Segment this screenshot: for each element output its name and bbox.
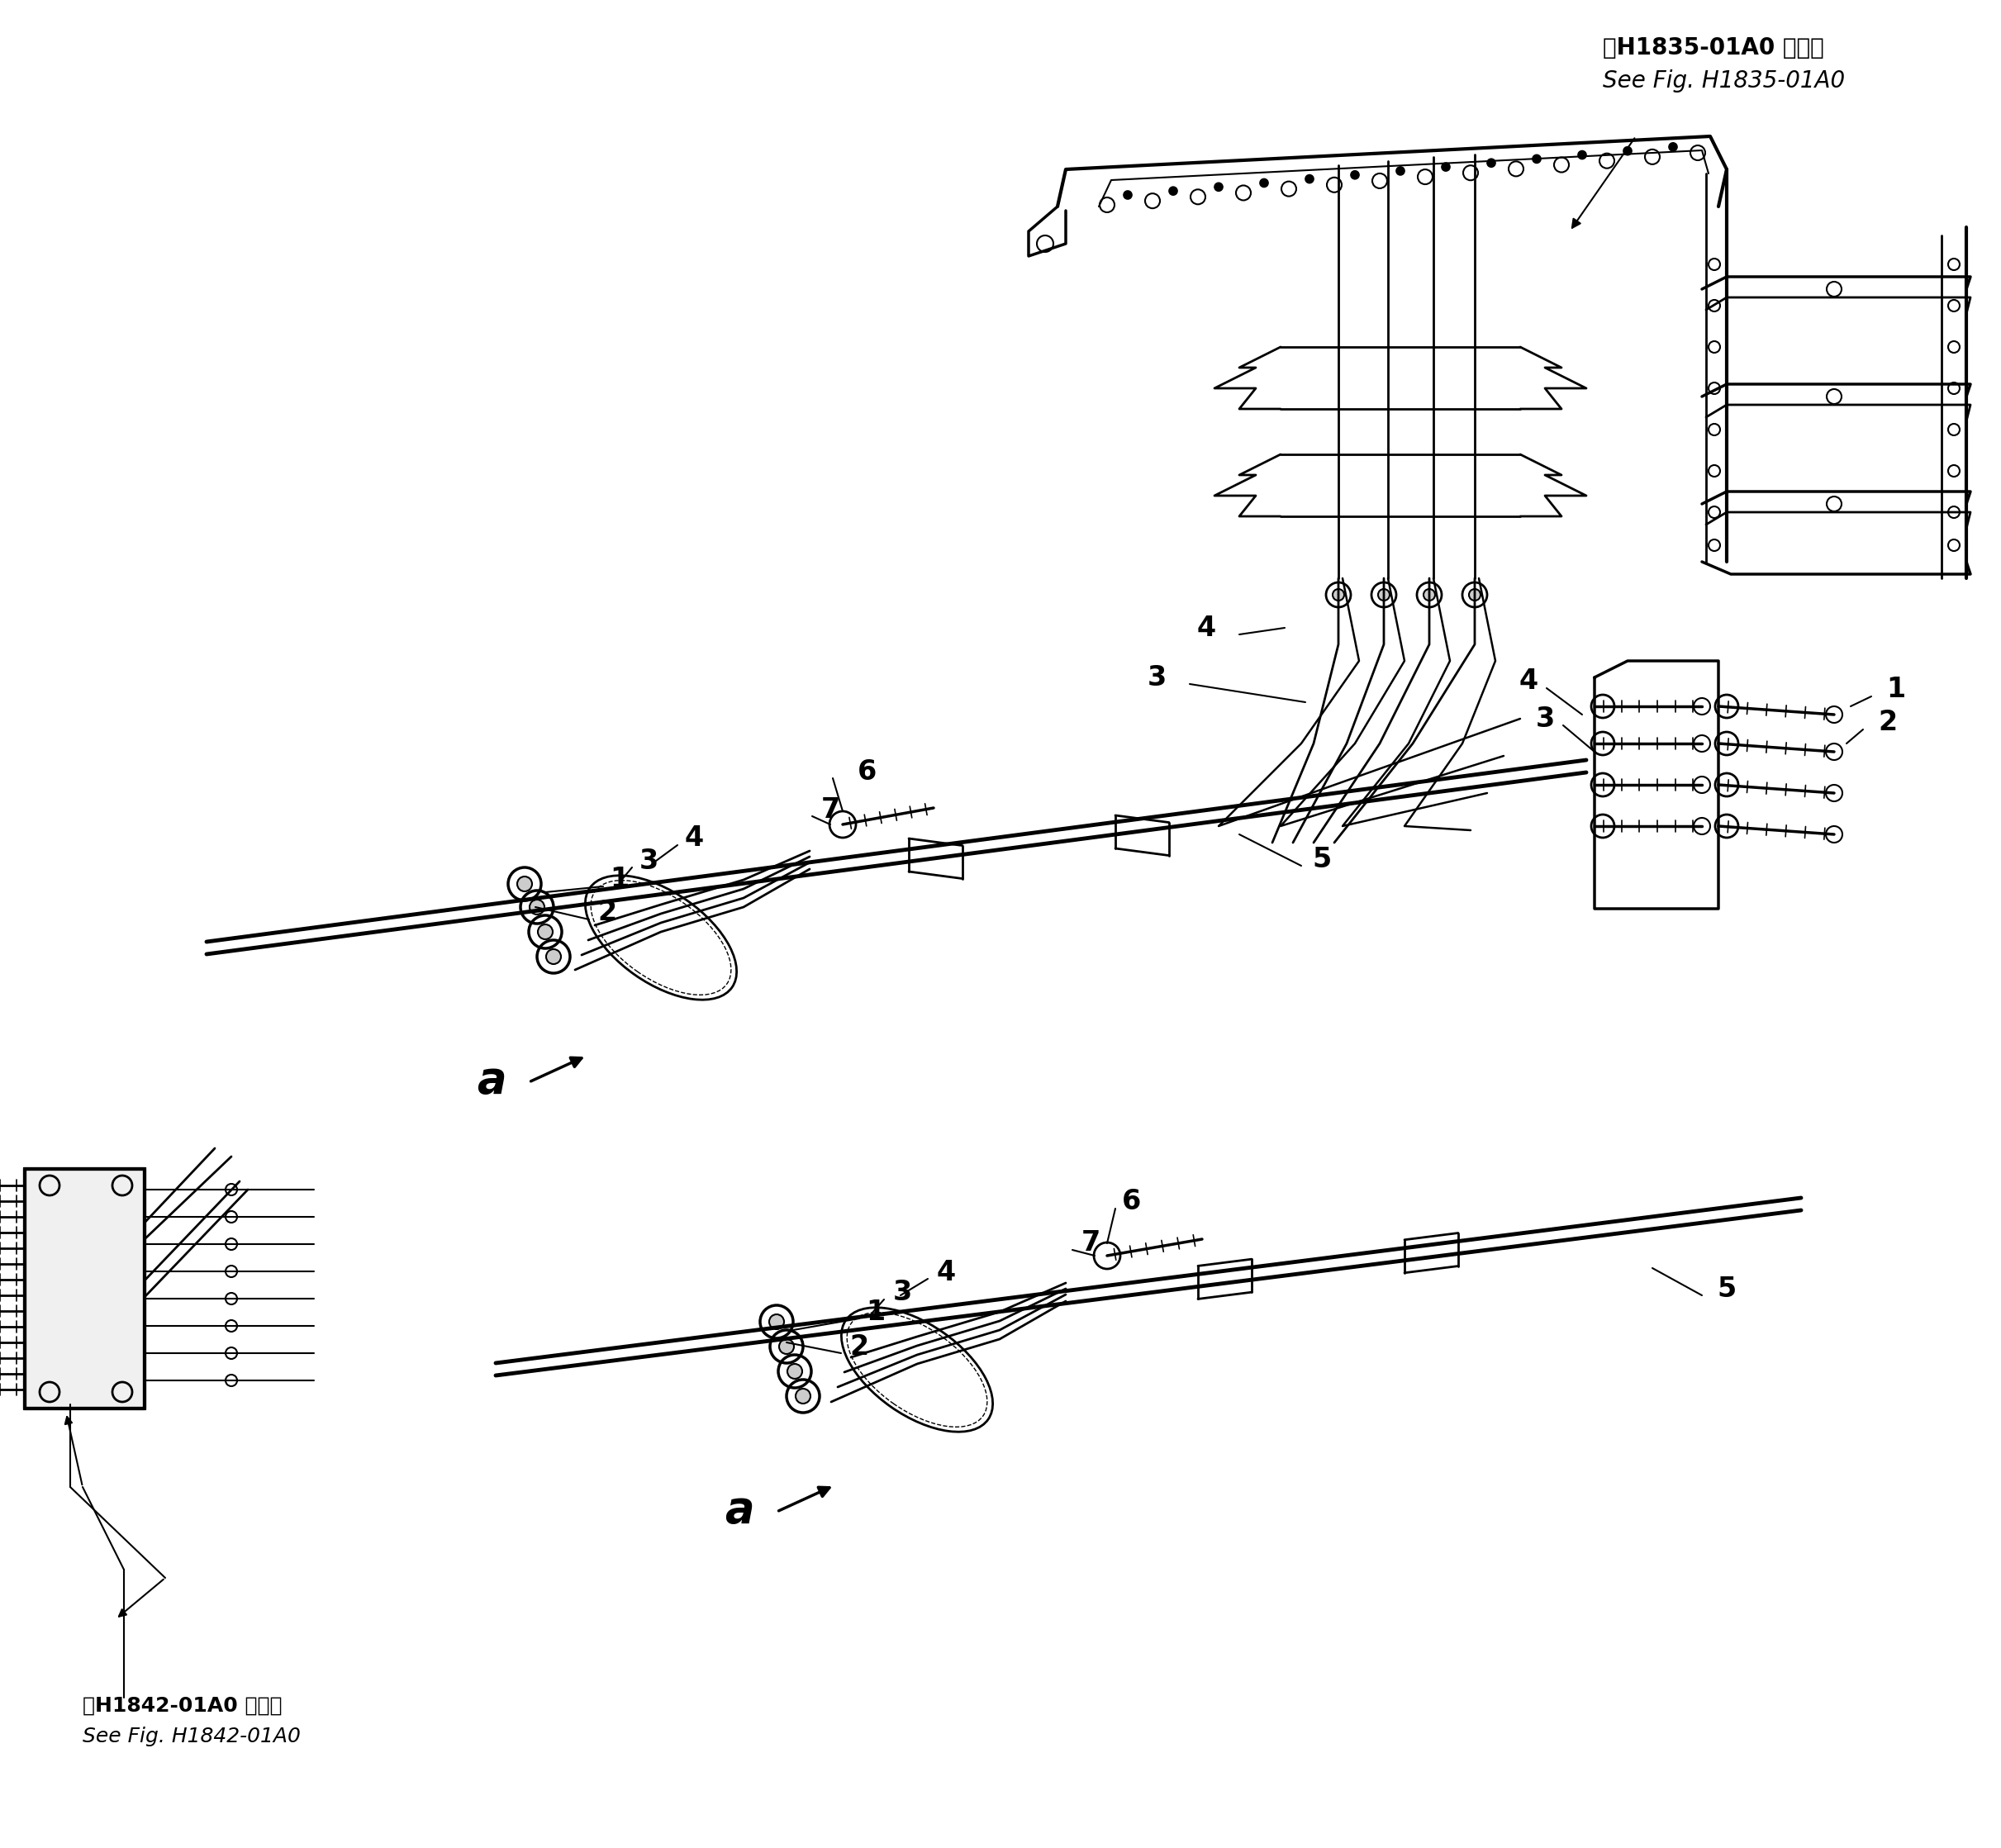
Text: 1: 1 xyxy=(1887,676,1905,704)
Circle shape xyxy=(1351,170,1359,179)
Text: a: a xyxy=(724,1489,754,1532)
Circle shape xyxy=(796,1388,810,1403)
Circle shape xyxy=(768,1314,784,1329)
Circle shape xyxy=(1261,179,1269,187)
Circle shape xyxy=(1305,176,1313,183)
Text: 3: 3 xyxy=(1147,663,1167,691)
Text: 6: 6 xyxy=(1123,1188,1141,1216)
Circle shape xyxy=(1579,152,1587,159)
Circle shape xyxy=(1669,142,1677,152)
Text: 2: 2 xyxy=(850,1332,868,1360)
Circle shape xyxy=(778,1340,794,1355)
Text: 1: 1 xyxy=(610,867,628,893)
Circle shape xyxy=(1441,163,1451,172)
Text: 4: 4 xyxy=(1519,667,1539,695)
Circle shape xyxy=(1125,190,1133,200)
Text: 2: 2 xyxy=(598,900,616,926)
Text: 1: 1 xyxy=(866,1299,884,1325)
Text: 7: 7 xyxy=(820,796,840,822)
Text: See Fig. H1842-01A0: See Fig. H1842-01A0 xyxy=(82,1726,300,1746)
Circle shape xyxy=(786,1364,802,1379)
Text: 3: 3 xyxy=(892,1279,912,1307)
Text: 5: 5 xyxy=(1313,846,1331,872)
Circle shape xyxy=(1423,590,1435,601)
Text: 2: 2 xyxy=(1879,710,1897,737)
Text: 3: 3 xyxy=(1535,706,1555,732)
Circle shape xyxy=(1215,183,1223,190)
Circle shape xyxy=(1169,187,1177,196)
Text: 7: 7 xyxy=(1081,1229,1101,1257)
Circle shape xyxy=(1379,590,1389,601)
Circle shape xyxy=(1623,146,1631,155)
Text: See Fig. H1835-01A0: See Fig. H1835-01A0 xyxy=(1603,70,1845,92)
Circle shape xyxy=(1469,590,1481,601)
Text: 3: 3 xyxy=(638,846,658,874)
Text: 4: 4 xyxy=(936,1258,956,1286)
Circle shape xyxy=(530,900,544,915)
Circle shape xyxy=(1397,166,1405,176)
Text: a: a xyxy=(476,1059,506,1101)
Text: 6: 6 xyxy=(858,760,876,785)
Circle shape xyxy=(516,876,532,891)
Circle shape xyxy=(538,924,552,939)
Text: 5: 5 xyxy=(1717,1275,1737,1303)
Bar xyxy=(24,1170,144,1408)
Text: 4: 4 xyxy=(684,824,704,852)
Circle shape xyxy=(546,950,560,965)
Circle shape xyxy=(1533,155,1541,163)
Text: 4: 4 xyxy=(1197,614,1217,641)
Circle shape xyxy=(1487,159,1495,166)
Circle shape xyxy=(1333,590,1345,601)
Text: 第H1835-01A0 図参照: 第H1835-01A0 図参照 xyxy=(1603,37,1825,59)
Text: 第H1842-01A0 図参照: 第H1842-01A0 図参照 xyxy=(82,1696,282,1715)
